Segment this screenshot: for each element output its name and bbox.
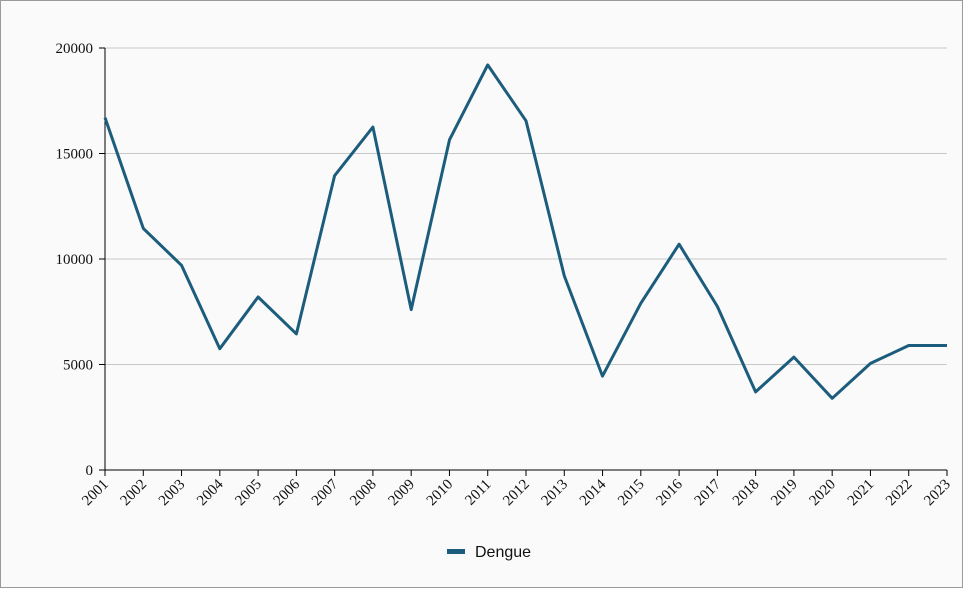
x-tick-label: 2004	[194, 476, 227, 509]
legend-label-dengue[interactable]: Dengue	[475, 544, 531, 561]
x-tick-label: 2020	[806, 477, 839, 510]
x-tick-label: 2014	[577, 476, 610, 509]
x-axis-ticks: 2001 2002 2003 2004 2005 2006 2007 2008 2009 2010…	[79, 470, 954, 509]
x-tick-label: 2008	[347, 477, 380, 510]
y-tick-label: 10000	[56, 252, 94, 268]
x-tick-label: 2015	[615, 477, 648, 510]
x-tick-label: 2017	[692, 476, 725, 509]
x-tick-label: 2003	[156, 477, 189, 510]
x-tick-label: 2023	[921, 477, 954, 510]
y-tick-label: 15000	[56, 147, 94, 163]
series-line-dengue	[103, 63, 947, 400]
y-tick-label: 20000	[56, 41, 94, 57]
x-tick-label: 2013	[539, 477, 572, 510]
x-tick-label: 2022	[883, 477, 916, 510]
grid-lines	[105, 47, 947, 365]
y-tick-label: 5000	[63, 358, 93, 374]
x-tick-label: 2010	[424, 477, 457, 510]
x-tick-label: 2011	[462, 477, 494, 509]
y-tick-label: 0	[86, 463, 94, 479]
series-layer	[103, 63, 947, 400]
x-tick-label: 2009	[385, 477, 418, 510]
y-axis-ticks: 0 5000 10000 15000 20000	[56, 41, 105, 479]
x-tick-label: 2002	[118, 477, 151, 510]
x-tick-label: 2007	[309, 476, 342, 509]
x-tick-label: 2012	[500, 477, 533, 510]
legend[interactable]: Dengue	[447, 544, 531, 561]
legend-swatch-dengue	[447, 549, 465, 554]
x-tick-label: 2005	[232, 477, 265, 510]
x-tick-label: 2001	[79, 477, 112, 510]
x-tick-label: 2006	[271, 476, 304, 509]
x-tick-label: 2016	[653, 476, 686, 509]
x-tick-label: 2019	[768, 477, 801, 510]
x-tick-label: 2021	[845, 477, 878, 510]
x-tick-label: 2018	[730, 477, 763, 510]
